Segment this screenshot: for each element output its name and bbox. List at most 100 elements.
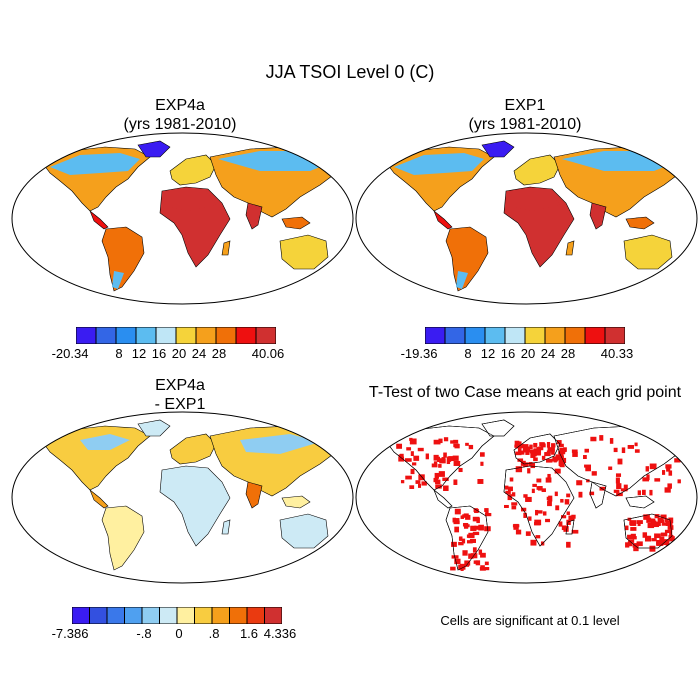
colorbar-swatch <box>564 327 586 344</box>
colorbar-exp4a-label: 12 <box>131 346 147 361</box>
colorbar-swatch <box>504 327 526 344</box>
colorbar-swatch <box>176 607 195 624</box>
colorbar-swatch <box>195 327 217 344</box>
colorbar-swatch <box>95 327 117 344</box>
landmass-europe <box>513 154 561 186</box>
landmass-madagascar <box>565 240 575 256</box>
colorbar-exp4a-label: -20.34 <box>51 346 89 361</box>
colorbar-swatch <box>115 327 137 344</box>
colorbar-swatch <box>215 327 237 344</box>
colorbar-diff-label: 4.336 <box>263 626 297 641</box>
cold-region-north-america <box>50 153 140 175</box>
panel-title-diff: EXP4a - EXP1 <box>55 376 305 414</box>
colorbar-swatch <box>229 607 248 624</box>
map-panel-exp4a <box>11 132 354 305</box>
colorbar-exp1-label: 12 <box>480 346 496 361</box>
colorbar-exp1 <box>425 327 625 344</box>
cool-anomaly-north-america <box>80 434 130 450</box>
landmass-southAmerica <box>101 505 145 571</box>
cold-region-north-america <box>394 153 484 175</box>
colorbar-diff-label: 1.6 <box>239 626 259 641</box>
panel-title-exp4a-line2: (yrs 1981-2010) <box>123 116 237 133</box>
landmass-southAmerica <box>445 226 489 292</box>
panel-title-exp1-line1: EXP1 <box>504 97 546 114</box>
colorbar-swatch <box>464 327 486 344</box>
colorbar-swatch <box>484 327 506 344</box>
panel-title-exp1-line2: (yrs 1981-2010) <box>468 116 582 133</box>
landmass-india <box>589 202 607 230</box>
colorbar-swatch <box>135 327 157 344</box>
colorbar-diff <box>72 607 282 624</box>
colorbar-exp4a-label: 40.06 <box>251 346 285 361</box>
panel-title-exp4a-line1: EXP4a <box>155 97 205 114</box>
panel-title-diff-line1: EXP4a <box>155 377 205 394</box>
colorbar-exp1-label: 20 <box>520 346 536 361</box>
landmass-australia <box>279 513 329 549</box>
colorbar-swatch <box>159 607 178 624</box>
hot-region-sahara <box>170 191 216 211</box>
colorbar-diff-label: 0 <box>175 626 183 641</box>
colorbar-diff-label: -.8 <box>136 626 152 641</box>
colorbar-exp1-label: 24 <box>540 346 556 361</box>
colorbar-exp4a-label: 20 <box>171 346 187 361</box>
colorbar-swatch <box>264 607 282 624</box>
colorbar-exp1-label: 40.33 <box>600 346 634 361</box>
colorbar-swatch <box>235 327 257 344</box>
colorbar-swatch <box>255 327 276 344</box>
colorbar-swatch <box>89 607 108 624</box>
landmass-india <box>245 202 263 230</box>
landmass-greenland <box>137 419 171 437</box>
hot-region-sahara <box>514 191 560 211</box>
map-border <box>11 132 354 305</box>
colorbar-exp4a-label: 8 <box>115 346 123 361</box>
landmass-madagascar <box>221 240 231 256</box>
colorbar-swatch <box>175 327 197 344</box>
colorbar-swatch <box>246 607 265 624</box>
landmass-madagascar <box>221 519 231 535</box>
landmass-australia <box>623 234 673 270</box>
landmass-southAmerica <box>101 226 145 292</box>
map-border <box>355 132 698 305</box>
colorbar-exp4a-label: 16 <box>151 346 167 361</box>
landmass-seAsiaIslands <box>281 216 311 230</box>
landmass-seAsiaIslands <box>625 216 655 230</box>
cold-region-patagonia <box>112 271 124 289</box>
colorbar-swatch <box>444 327 466 344</box>
colorbar-exp4a-label: 24 <box>191 346 207 361</box>
colorbar-diff-label: -7.386 <box>51 626 89 641</box>
landmass-centralAmerica <box>89 489 109 509</box>
panel-title-exp4a: EXP4a (yrs 1981-2010) <box>55 96 305 134</box>
landmass-seAsiaIslands <box>281 495 311 509</box>
colorbar-swatch <box>544 327 566 344</box>
colorbar-swatch <box>106 607 125 624</box>
map-panel-ttest <box>355 411 698 584</box>
landmass-greenland <box>481 140 515 158</box>
colorbar-swatch <box>211 607 230 624</box>
colorbar-swatch <box>194 607 213 624</box>
panel-title-diff-line2: - EXP1 <box>154 396 206 413</box>
landmass-australia <box>279 234 329 270</box>
colorbar-diff-label: .8 <box>208 626 220 641</box>
panel-title-exp1: EXP1 (yrs 1981-2010) <box>400 96 650 134</box>
map-panel-exp1 <box>355 132 698 305</box>
colorbar-swatch <box>584 327 606 344</box>
landmass-india <box>245 481 263 509</box>
colorbar-exp1-label: 16 <box>500 346 516 361</box>
colorbar-swatch <box>72 607 90 624</box>
figure-title: JJA TSOI Level 0 (C) <box>265 62 435 82</box>
landmass-europe <box>169 433 217 465</box>
cold-region-patagonia <box>456 271 468 289</box>
significance-note: Cells are significant at 0.1 level <box>440 613 620 628</box>
colorbar-swatch <box>604 327 625 344</box>
colorbar-swatch <box>124 607 143 624</box>
map-border <box>11 411 354 584</box>
landmass-europe <box>169 154 217 186</box>
significant-cells <box>396 435 690 571</box>
landmass-centralAmerica <box>89 210 109 230</box>
colorbar-exp1-label: 28 <box>560 346 576 361</box>
landmass-greenland <box>137 140 171 158</box>
colorbar-exp4a <box>76 327 276 344</box>
colorbar-exp4a-label: 28 <box>211 346 227 361</box>
map-border <box>355 411 698 584</box>
colorbar-swatch <box>141 607 160 624</box>
